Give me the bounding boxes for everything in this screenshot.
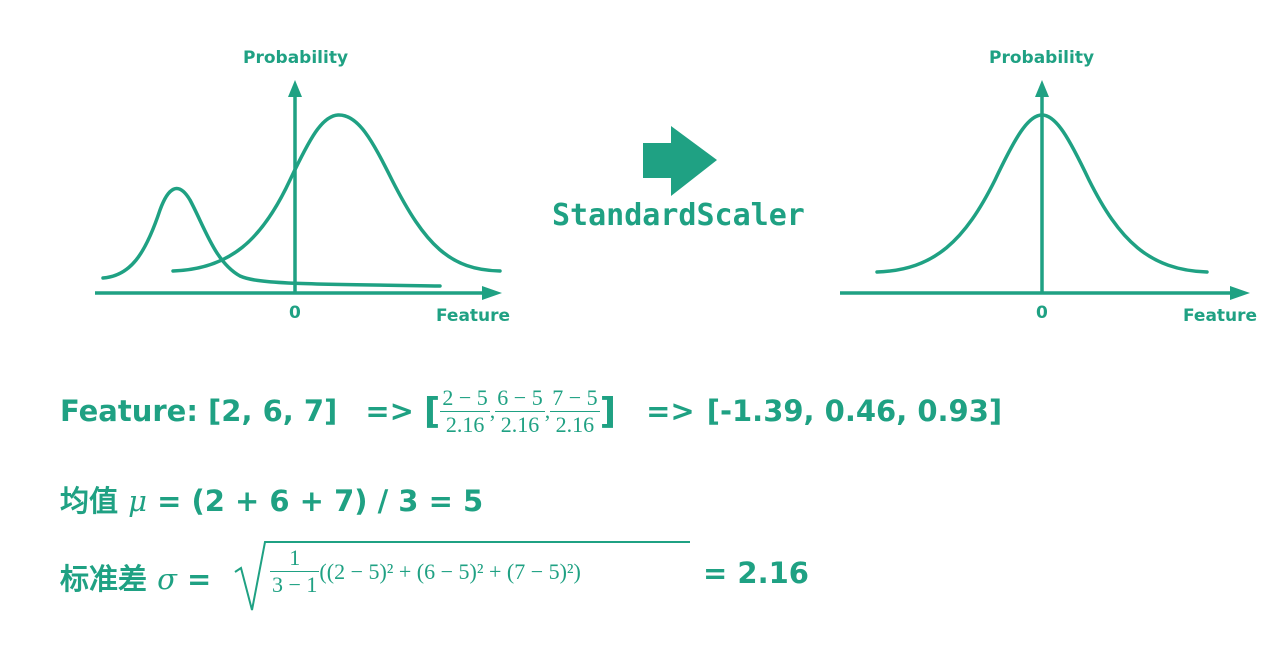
sigma-symbol: σ — [157, 562, 177, 596]
fraction-2: 6 − 5 2.16 — [495, 384, 545, 438]
std-fraction-num: 1 — [270, 545, 320, 572]
right-y-axis-arrow — [1035, 80, 1049, 97]
std-equals: = — [187, 562, 212, 596]
transform-arrow-icon — [643, 126, 717, 196]
left-x-axis-arrow — [482, 286, 502, 300]
left-y-axis-label: Probability — [243, 48, 349, 68]
std-label-group: 标准差 σ = — [60, 556, 211, 598]
std-fraction-den: 3 − 1 — [272, 572, 318, 597]
fraction-3-num: 7 − 5 — [550, 384, 600, 412]
standard-scaler-label: StandardScaler — [552, 198, 805, 233]
left-origin-label: 0 — [289, 303, 301, 323]
left-chart — [95, 80, 502, 300]
left-narrow-curve — [101, 186, 442, 288]
feature-arrow-1: => — [365, 394, 414, 428]
feature-equation: Feature: [2, 6, 7] => [ 2 − 5 2.16 , 6 −… — [60, 381, 1002, 441]
fraction-3: 7 − 5 2.16 — [550, 384, 600, 438]
fraction-1-den: 2.16 — [445, 411, 485, 437]
right-normal-curve — [875, 113, 1209, 274]
mean-expression: = (2 + 6 + 7) / 3 = 5 — [157, 484, 484, 518]
mean-label: 均值 — [60, 484, 119, 518]
mu-symbol: μ — [128, 484, 147, 518]
right-x-axis-label: Feature — [1183, 306, 1258, 326]
std-label: 标准差 — [60, 562, 148, 596]
right-y-axis-label: Probability — [989, 48, 1095, 68]
comma: , — [489, 398, 496, 423]
sqrt-sign — [234, 541, 690, 611]
left-wide-curve — [171, 113, 502, 273]
std-fraction: 1 3 − 1 — [270, 545, 320, 598]
comma: , — [544, 398, 551, 423]
right-origin-label: 0 — [1036, 303, 1048, 323]
left-x-axis-label: Feature — [436, 306, 511, 326]
feature-arrow-2: => — [646, 394, 695, 428]
fraction-3-den: 2.16 — [555, 411, 595, 437]
std-sum-body: ((2 − 5)² + (6 − 5)² + (7 − 5)²) — [319, 558, 581, 584]
left-y-axis-arrow — [288, 80, 302, 97]
open-bracket: [ — [423, 390, 441, 432]
right-x-axis-arrow — [1230, 286, 1250, 300]
fraction-1: 2 − 5 2.16 — [440, 384, 490, 438]
mean-equation: 均值 μ = (2 + 6 + 7) / 3 = 5 — [60, 478, 483, 520]
fraction-1-num: 2 − 5 — [440, 384, 490, 412]
fraction-2-den: 2.16 — [500, 411, 540, 437]
std-sqrt-content: 1 3 − 1 ((2 − 5)² + (6 − 5)² + (7 − 5)²) — [270, 545, 581, 598]
feature-result: [-1.39, 0.46, 0.93] — [706, 394, 1003, 428]
feature-prefix: Feature: [2, 6, 7] — [60, 394, 338, 428]
right-chart — [840, 80, 1250, 300]
close-bracket: ] — [599, 390, 617, 432]
std-result: = 2.16 — [703, 556, 809, 590]
fraction-2-num: 6 − 5 — [495, 384, 545, 412]
